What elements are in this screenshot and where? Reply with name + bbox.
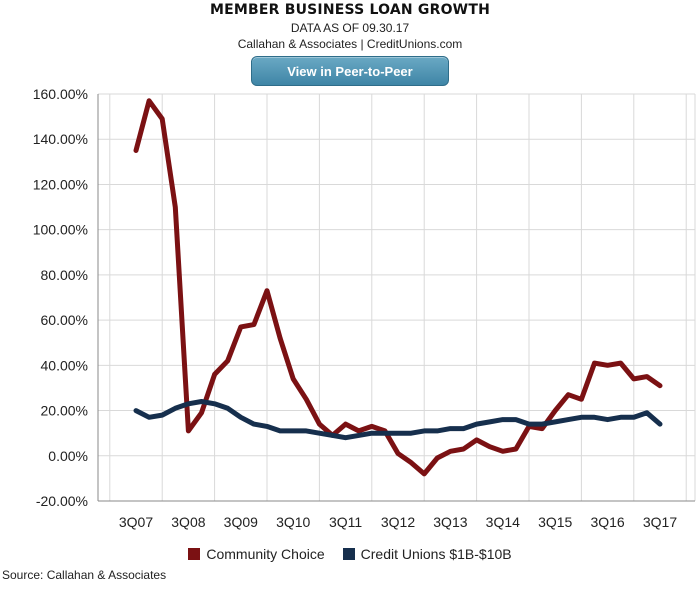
y-tick-label: 160.00% [33, 86, 88, 102]
source-note: Source: Callahan & Associates [2, 568, 167, 582]
legend-item-credit-unions[interactable]: Credit Unions $1B-$10B [342, 546, 512, 562]
chart-title: MEMBER BUSINESS LOAN GROWTH [210, 2, 490, 18]
x-tick-label: 3Q10 [276, 514, 310, 530]
y-tick-label: 0.00% [48, 448, 88, 464]
x-tick-label: 3Q16 [590, 514, 624, 530]
x-tick-label: 3Q12 [381, 514, 415, 530]
grid-lines [98, 93, 696, 502]
legend-swatch-community-choice [188, 548, 201, 560]
y-tick-label: 140.00% [33, 131, 88, 147]
legend-label-credit-unions: Credit Unions $1B-$10B [360, 546, 512, 562]
y-tick-label: 80.00% [41, 267, 88, 283]
chart-subtitle: DATA AS OF 09.30.17 [290, 21, 410, 35]
x-tick-label: 3Q11 [329, 514, 362, 530]
series-line-community-choice[interactable] [133, 98, 663, 477]
x-tick-label: 3Q14 [486, 514, 520, 530]
y-tick-label: 20.00% [41, 403, 88, 419]
legend-swatch-credit-unions [342, 548, 355, 560]
legend-label-community-choice: Community Choice [206, 546, 325, 562]
y-tick-label: 40.00% [41, 357, 88, 373]
x-tick-label: 3Q17 [643, 514, 677, 530]
chart-credit: Callahan & Associates | CreditUnions.com [237, 37, 463, 51]
series-line-credit-unions[interactable] [133, 399, 663, 441]
y-tick-label: 60.00% [41, 312, 88, 328]
x-axis: 3Q07 3Q08 3Q09 3Q10 3Q11 3Q12 3Q13 3Q14 3Q15 3Q16… [98, 500, 695, 530]
x-tick-label: 3Q07 [119, 514, 153, 530]
series-lines [133, 98, 663, 477]
y-tick-label: -20.00% [36, 493, 88, 509]
x-tick-label: 3Q13 [433, 514, 467, 530]
x-tick-label: 3Q09 [224, 514, 258, 530]
legend: Community Choice Credit Unions $1B-$10B [0, 546, 700, 562]
y-tick-label: 100.00% [33, 222, 88, 238]
y-axis: 160.00% 140.00% 120.00% 100.00% 80.00% 60.00%… [33, 86, 99, 509]
x-tick-label: 3Q15 [538, 514, 572, 530]
line-chart: 160.00% 140.00% 120.00% 100.00% 80.00% 60.00%… [33, 86, 696, 530]
x-tick-label: 3Q08 [171, 514, 205, 530]
legend-item-community-choice[interactable]: Community Choice [188, 546, 325, 562]
y-tick-label: 120.00% [33, 176, 88, 192]
view-in-peer-to-peer-button[interactable]: View in Peer-to-Peer [251, 56, 449, 86]
